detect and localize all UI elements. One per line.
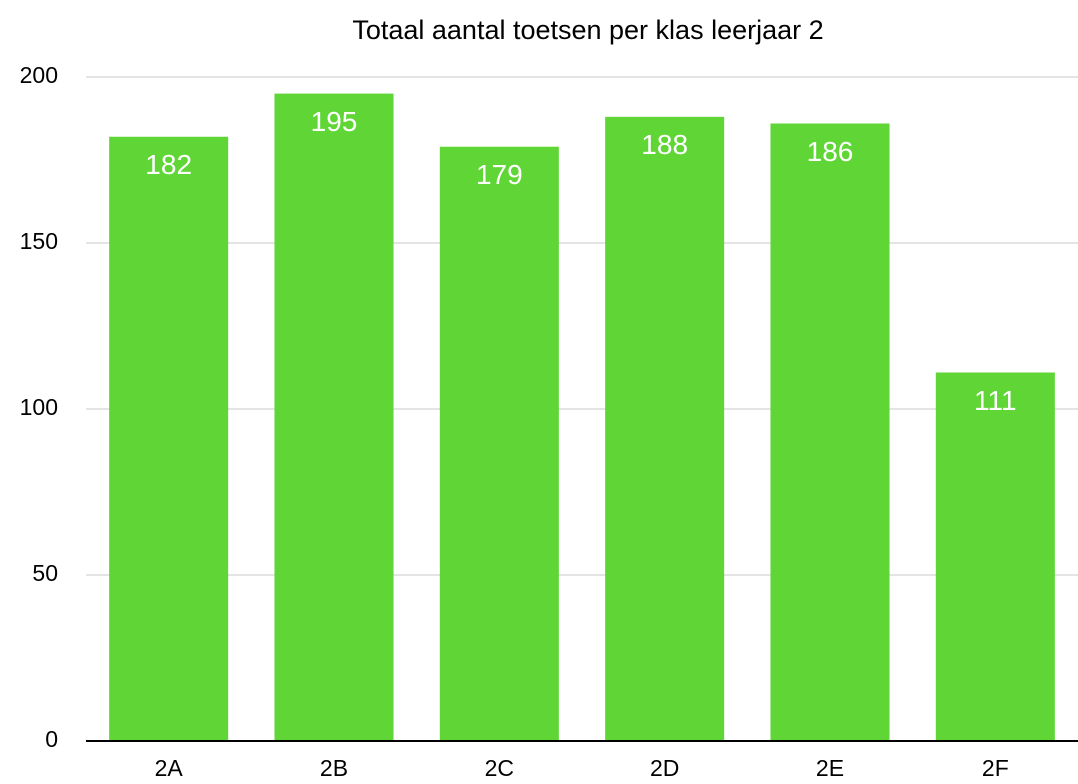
x-tick-label: 2E [816, 755, 844, 781]
bar [770, 123, 890, 742]
y-tick-label: 100 [20, 394, 58, 420]
x-tick-label: 2D [650, 755, 679, 781]
bar [935, 372, 1055, 741]
x-tick-label: 2F [982, 755, 1009, 781]
data-label: 111 [974, 385, 1017, 416]
data-label: 182 [145, 149, 192, 180]
x-tick-label: 2B [320, 755, 348, 781]
chart-title: Totaal aantal toetsen per klas leerjaar … [352, 15, 823, 45]
y-tick-label: 200 [20, 62, 58, 88]
bar [109, 136, 229, 741]
x-tick-label: 2C [485, 755, 514, 781]
y-tick-label: 150 [20, 228, 58, 254]
data-label: 179 [476, 159, 523, 190]
bar [274, 93, 394, 742]
y-tick-label: 0 [45, 726, 58, 752]
x-tick-label: 2A [155, 755, 184, 781]
data-label: 186 [807, 136, 854, 167]
bar [439, 146, 559, 742]
data-label: 188 [641, 129, 688, 160]
data-label: 195 [311, 106, 358, 137]
bar [605, 116, 725, 742]
y-tick-label: 50 [32, 560, 58, 586]
